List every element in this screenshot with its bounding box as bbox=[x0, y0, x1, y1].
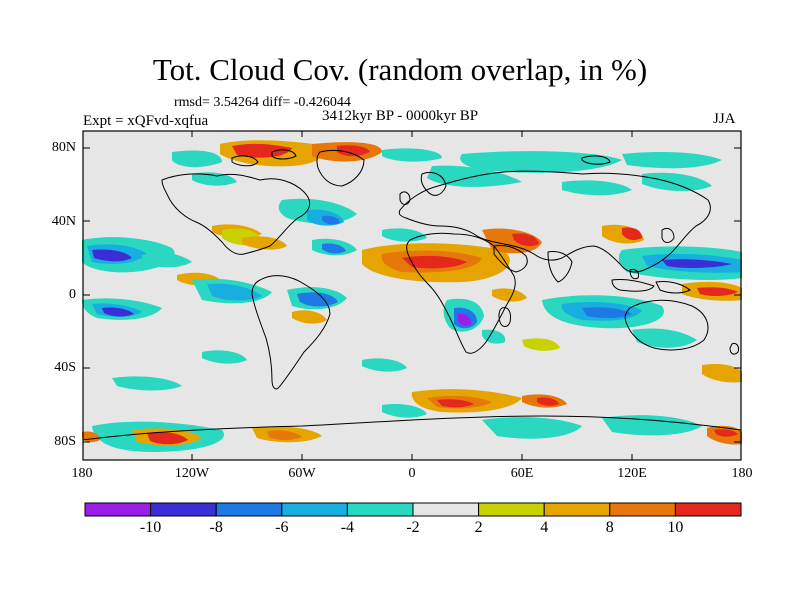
colorbar-swatch bbox=[543, 502, 611, 517]
x-tick-label: 180 bbox=[731, 466, 753, 481]
anomaly-field bbox=[82, 140, 742, 452]
x-tick-label: 180 bbox=[71, 466, 93, 481]
stats-text: rmsd= 3.54264 diff= -0.426044 bbox=[174, 95, 351, 110]
y-tick-label: 80S bbox=[54, 434, 76, 449]
x-tick-label: 120E bbox=[617, 466, 647, 481]
x-tick-label: 60E bbox=[510, 466, 534, 481]
y-tick-label: 80N bbox=[51, 140, 76, 155]
colorbar-swatch bbox=[412, 502, 480, 517]
x-tick-label: 120W bbox=[174, 466, 210, 481]
y-tick-label: 40N bbox=[51, 214, 76, 229]
colorbar-label: -8 bbox=[209, 519, 223, 536]
colorbar-swatch bbox=[281, 502, 348, 517]
experiment-label: Expt = xQFvd-xqfua bbox=[83, 113, 209, 129]
colorbar-swatch bbox=[674, 502, 742, 517]
world-map bbox=[82, 130, 742, 461]
colorbar-swatch bbox=[609, 502, 676, 517]
colorbar-label: -2 bbox=[406, 519, 420, 536]
colorbar-swatch bbox=[478, 502, 545, 517]
coastlines bbox=[82, 149, 742, 441]
colorbar-label: -4 bbox=[340, 519, 355, 536]
colorbar-label: -6 bbox=[275, 519, 289, 536]
x-tick-label: 0 bbox=[408, 466, 416, 481]
colorbar-swatch bbox=[150, 502, 217, 517]
colorbar-label: -10 bbox=[139, 519, 162, 536]
map-ticks bbox=[83, 131, 741, 460]
x-tick-label: 60W bbox=[288, 466, 316, 481]
colorbar-label: 4 bbox=[540, 519, 549, 536]
y-tick-label: 0 bbox=[69, 287, 76, 302]
colorbar-swatch bbox=[215, 502, 283, 517]
chart-title: Tot. Cloud Cov. (random overlap, in %) bbox=[152, 52, 648, 87]
y-tick-label: 40S bbox=[54, 360, 76, 375]
colorbar-swatch bbox=[84, 502, 152, 517]
season-label: JJA bbox=[713, 111, 736, 127]
colorbar-label: 2 bbox=[474, 519, 483, 536]
colorbar bbox=[84, 502, 742, 517]
colorbar-swatch bbox=[346, 502, 414, 517]
map-background bbox=[83, 131, 741, 460]
colorbar-label: 10 bbox=[667, 519, 684, 536]
colorbar-label: 8 bbox=[605, 519, 614, 536]
period-text: 3412kyr BP - 0000kyr BP bbox=[322, 108, 479, 124]
